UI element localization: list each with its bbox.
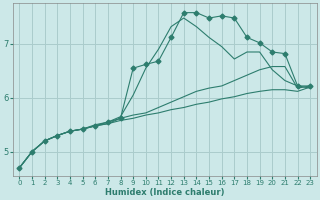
X-axis label: Humidex (Indice chaleur): Humidex (Indice chaleur) [105,188,225,197]
